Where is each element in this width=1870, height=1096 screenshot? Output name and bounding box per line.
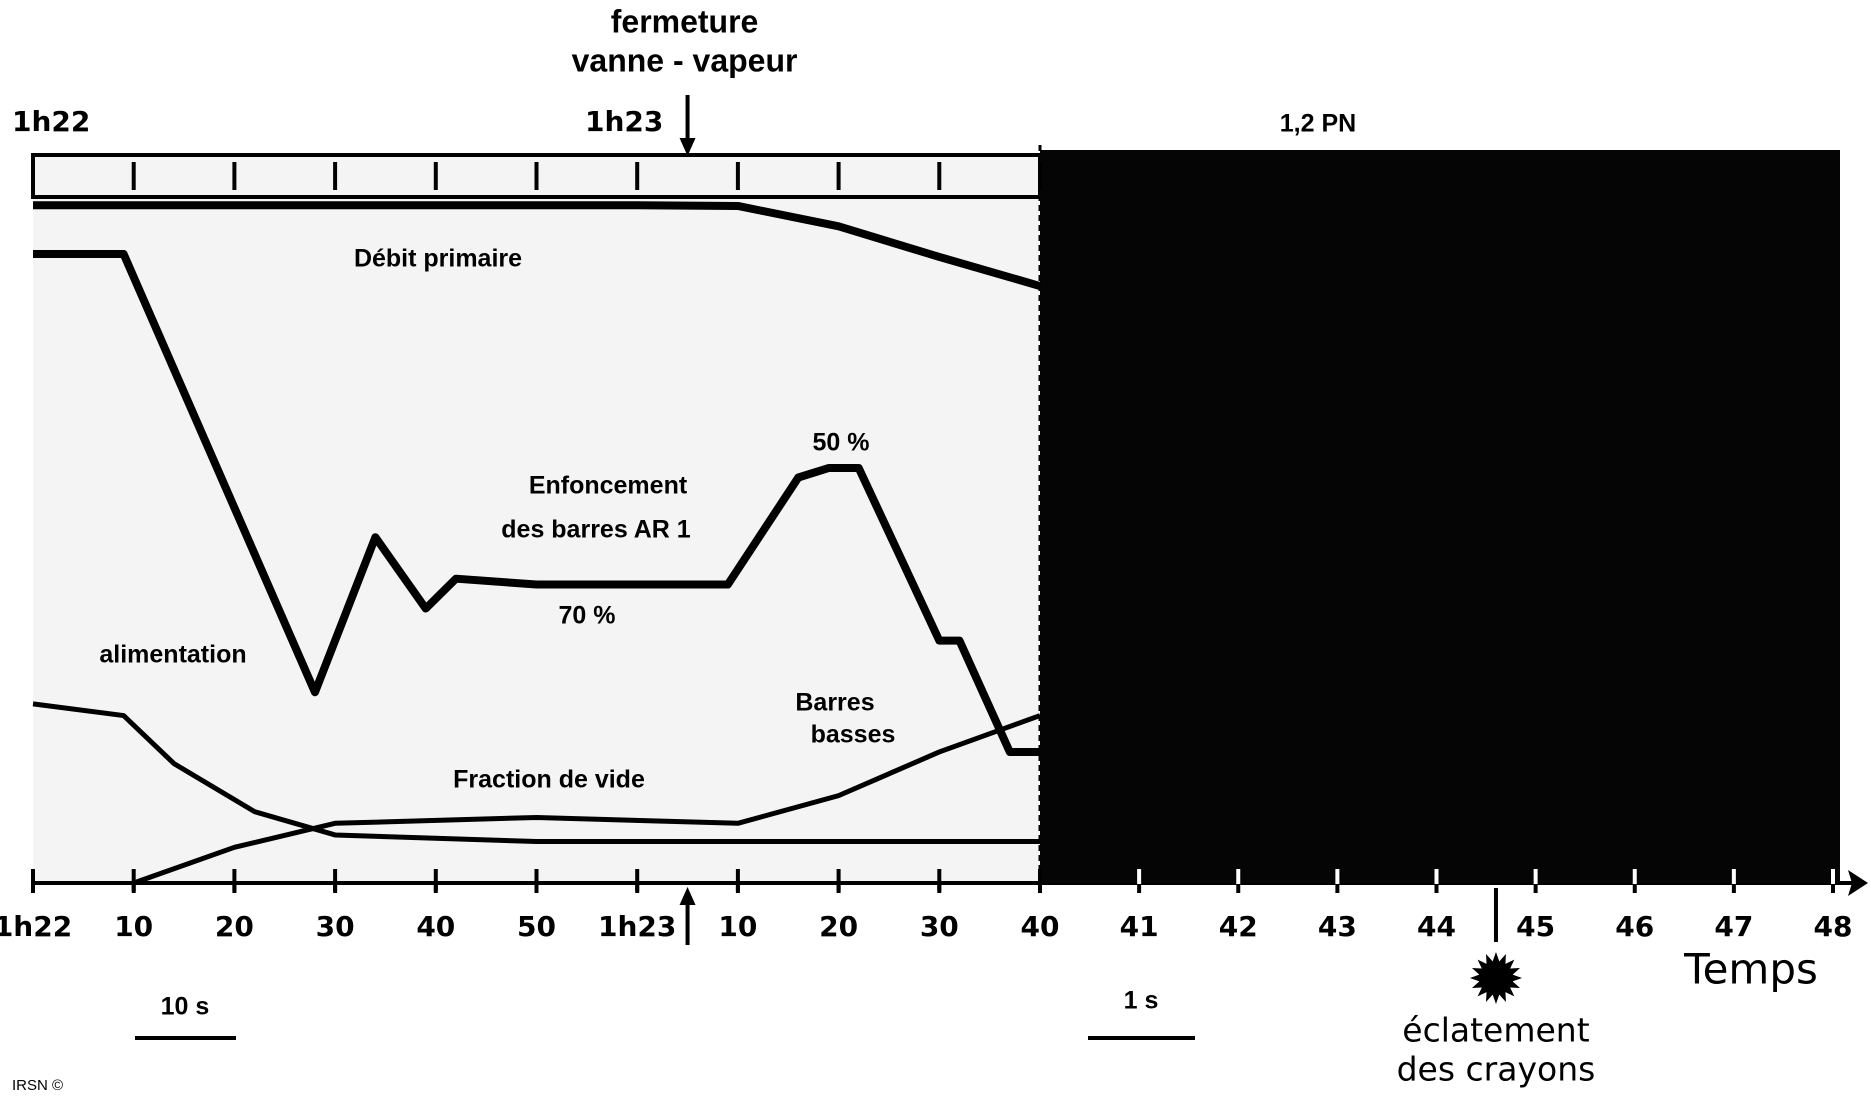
line [33, 250, 1040, 756]
credit: IRSN © [12, 1077, 63, 1094]
line [33, 201, 1042, 290]
event-label: éclatement [1402, 1011, 1589, 1050]
left-panel [33, 155, 1040, 883]
annotation: des barres AR 1 [501, 516, 691, 544]
x-tick-label: 30 [920, 910, 959, 943]
x-tick-label: 50 [517, 910, 556, 943]
x-tick-label: 10 [718, 910, 757, 943]
x-tick-label: 45 [1516, 910, 1555, 943]
x-axis-label: Temps [1683, 945, 1818, 994]
scale-label: 10 s [161, 993, 210, 1021]
x-tick-label: 44 [1417, 910, 1456, 943]
x-tick-label: 20 [215, 910, 254, 943]
scale-label: 1 s [1124, 987, 1159, 1015]
x-tick-label: 43 [1318, 910, 1357, 943]
event-label: fermeture [611, 3, 759, 39]
arrow-head [679, 138, 696, 156]
x-tick-label: 40 [416, 910, 455, 943]
x-tick-label: 47 [1714, 910, 1753, 943]
axis-arrow [1848, 870, 1868, 896]
annotation: 1h22 [12, 105, 90, 138]
right-panel [1040, 150, 1840, 883]
annotation: Fraction de vide [453, 766, 645, 794]
x-tick-label: 48 [1814, 910, 1853, 943]
x-tick-label: 1h23 [598, 910, 676, 943]
x-tick-label: 30 [316, 910, 355, 943]
event-label: vanne - vapeur [572, 42, 798, 78]
annotation: 50 % [813, 429, 870, 457]
burst [1469, 952, 1522, 1004]
annotation: Enfoncement [529, 472, 688, 500]
annotation: alimentation [99, 641, 246, 669]
x-tick-label: 41 [1120, 910, 1159, 943]
annotation: 1,2 PN [1280, 110, 1356, 138]
x-tick-label: 40 [1021, 910, 1060, 943]
annotation: basses [811, 721, 896, 749]
annotation: 70 % [559, 602, 616, 630]
event-label: des crayons [1397, 1050, 1596, 1089]
line [132, 713, 1041, 886]
x-tick-label: 1h22 [0, 910, 72, 943]
x-tick-label: 46 [1615, 910, 1654, 943]
annotation: Barres [795, 689, 874, 717]
annotation: Débit primaire [354, 245, 522, 273]
arrow-head [679, 887, 696, 905]
x-tick-label: 42 [1219, 910, 1258, 943]
annotation: 1h23 [585, 105, 663, 138]
x-tick-label: 20 [819, 910, 858, 943]
x-tick-label: 10 [114, 910, 153, 943]
line [32, 701, 1040, 845]
